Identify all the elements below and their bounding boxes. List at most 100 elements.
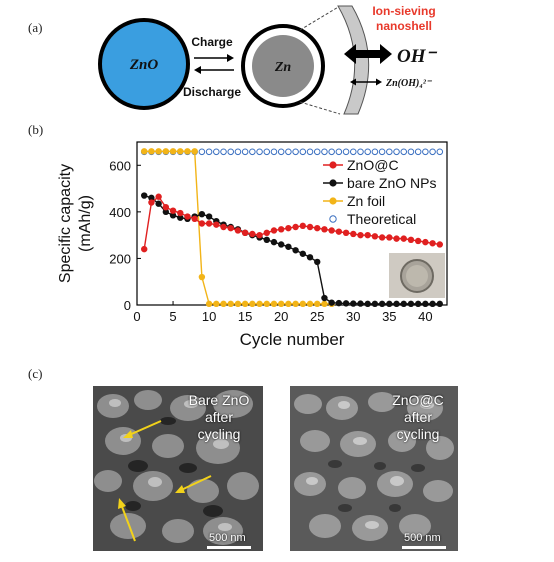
- data-point: [177, 209, 184, 217]
- data-point: [292, 223, 299, 231]
- y-tick-label: 200: [109, 251, 131, 266]
- data-point: [378, 300, 386, 308]
- data-point: [213, 300, 220, 308]
- data-point: [141, 192, 148, 199]
- data-point: [220, 148, 227, 156]
- sem-caption-zno-c: ZnO@C after cycling: [382, 392, 454, 443]
- data-point: [234, 227, 242, 234]
- data-point: [241, 229, 249, 237]
- data-point: [205, 300, 213, 308]
- data-point: [234, 300, 242, 308]
- series-line: [144, 150, 332, 305]
- x-tick-label: 20: [274, 309, 288, 324]
- data-point: [422, 238, 429, 246]
- data-point: [184, 213, 191, 220]
- data-point: [263, 229, 270, 237]
- data-point: [220, 300, 227, 308]
- data-point: [292, 300, 299, 308]
- data-point: [234, 148, 242, 156]
- oh-label: OH⁻: [397, 46, 438, 67]
- data-point: [371, 148, 379, 156]
- data-point: [321, 300, 328, 308]
- sem-caption-bare-zno: Bare ZnO after cycling: [179, 392, 259, 443]
- sem-arrow-2-head: [175, 485, 185, 493]
- data-point: [306, 300, 314, 308]
- data-point: [220, 223, 227, 231]
- data-point: [350, 300, 357, 307]
- scale-bar-label: 500 nm: [404, 532, 441, 544]
- data-point: [198, 210, 206, 218]
- data-point: [220, 221, 227, 228]
- data-point: [328, 148, 335, 156]
- data-point: [155, 148, 162, 155]
- coin-cell-photo: [389, 253, 445, 298]
- data-point: [314, 224, 321, 232]
- sem-caption-line: cycling: [197, 426, 241, 442]
- data-point: [414, 300, 422, 308]
- data-point: [241, 300, 249, 308]
- zno-particle: [98, 18, 190, 110]
- data-point: [436, 300, 443, 308]
- data-point: [162, 204, 170, 211]
- discharge-arrow-head: [194, 66, 201, 74]
- data-point: [205, 148, 213, 156]
- data-point: [213, 221, 220, 228]
- legend-label: ZnO@C: [347, 157, 399, 173]
- data-point: [148, 199, 155, 206]
- data-point: [241, 148, 249, 156]
- x-tick-label: 15: [238, 309, 252, 324]
- x-tick-label: 40: [418, 309, 432, 324]
- data-point: [249, 148, 256, 156]
- zincate-arrow-tail: [350, 78, 356, 86]
- scale-bar-label: 500 nm: [209, 532, 246, 544]
- y-tick-label: 400: [109, 205, 131, 220]
- data-point: [313, 148, 321, 156]
- panel-label-c: (c): [28, 366, 43, 381]
- data-point: [314, 258, 321, 266]
- data-point: [299, 148, 307, 156]
- data-point: [364, 148, 371, 156]
- sem-arrow-3: [120, 503, 136, 542]
- x-tick-label: 10: [202, 309, 216, 324]
- data-point: [371, 300, 379, 308]
- series-zn-foil: [141, 148, 335, 308]
- zn-label: Zn: [274, 60, 292, 75]
- data-point: [407, 148, 415, 156]
- data-point: [335, 299, 343, 307]
- x-axis-label: Cycle number: [240, 330, 345, 349]
- data-point: [263, 236, 270, 243]
- data-point: [285, 148, 292, 156]
- scheme-diagram: ZnO Charge Discharge Zn Ion-sieving nano…: [98, 4, 438, 115]
- data-point: [386, 234, 393, 241]
- data-point: [155, 148, 162, 156]
- legend-marker: [329, 179, 337, 187]
- data-point: [306, 254, 314, 261]
- nanoshell-segment: [337, 5, 370, 115]
- data-point: [436, 148, 444, 156]
- data-point: [364, 231, 371, 239]
- data-point: [371, 233, 379, 240]
- data-point: [277, 300, 285, 308]
- data-point: [162, 208, 170, 216]
- data-point: [198, 148, 206, 156]
- data-point: [177, 214, 184, 221]
- data-point: [429, 240, 436, 247]
- data-point: [321, 148, 328, 156]
- data-point: [256, 231, 263, 239]
- nanoshell-label-line2: nanoshell: [376, 19, 432, 33]
- data-point: [148, 148, 155, 155]
- legend-marker: [329, 197, 337, 205]
- data-point: [328, 300, 335, 308]
- data-point: [429, 300, 436, 308]
- zno-label: ZnO: [129, 57, 159, 73]
- data-point: [357, 231, 364, 239]
- data-point: [140, 148, 148, 156]
- data-point: [407, 300, 415, 308]
- oh-double-arrow: [344, 44, 392, 64]
- data-point: [314, 300, 321, 308]
- data-point: [393, 300, 400, 308]
- data-point: [285, 224, 292, 232]
- series-theoretical: [140, 148, 444, 156]
- data-point: [227, 223, 234, 231]
- sem-caption-line: Bare ZnO: [188, 392, 250, 408]
